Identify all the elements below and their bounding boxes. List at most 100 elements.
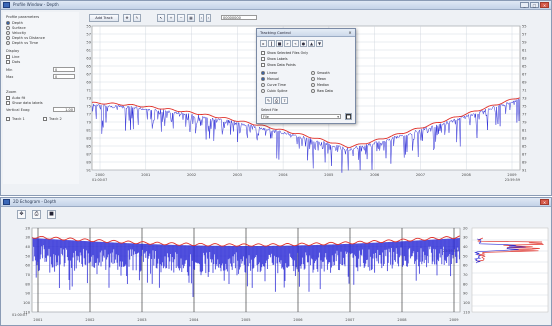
y-tick-label-right: 50 <box>463 254 468 258</box>
pencil-icon[interactable]: ✎ <box>133 14 141 22</box>
radio-cubic-spline[interactable]: Cubic Spline <box>261 89 287 93</box>
step-back-icon[interactable]: ‹ <box>199 14 204 22</box>
file-dropdown[interactable]: File ▾ <box>261 114 341 119</box>
echogram-close-button[interactable]: × <box>540 199 549 205</box>
zoom-out-icon[interactable]: − <box>177 14 185 22</box>
maximize-button[interactable]: □ <box>530 2 539 8</box>
down-icon[interactable]: ▼ <box>316 40 323 47</box>
dialog-icon-toolbar: ▸ ‖ ■ » « ● ▲ ▼ <box>260 40 323 47</box>
x-tick-label: 2005 <box>241 318 250 322</box>
record-icon[interactable]: ● <box>300 40 307 47</box>
x-tick-label: 2000 <box>95 173 105 177</box>
play-icon[interactable]: ▸ <box>260 40 267 47</box>
radio-median[interactable]: Median <box>311 83 329 87</box>
echogram-title-bar[interactable]: 2D Echogram - Depth × <box>1 198 551 207</box>
y-tick-label: 57 <box>86 32 91 36</box>
title-bar[interactable]: Profile Window - Depth _ □ × <box>1 1 551 10</box>
radio-linear[interactable]: Linear <box>261 71 277 75</box>
close-button[interactable]: × <box>540 2 549 8</box>
radio-raw-data[interactable]: Raw Data <box>311 89 333 93</box>
y-tick-label-right: 40 <box>463 245 468 249</box>
y-tick-label-right: 87 <box>522 152 527 156</box>
grid-icon[interactable]: ▦ <box>187 14 195 22</box>
y-tick-label-right: 57 <box>522 32 527 36</box>
y-tick-label-right: 60 <box>463 264 468 268</box>
y-tick-label-right: 55 <box>522 24 527 28</box>
radio-icon <box>261 71 265 75</box>
forward-icon[interactable]: » <box>284 40 291 47</box>
y-tick-label: 75 <box>86 104 91 108</box>
y-tick-label: 70 <box>25 273 30 277</box>
echogram-chart[interactable]: 20 20 30 30 40 40 50 50 60 60 70 70 80 80 90 90 100 100 11… <box>2 222 550 324</box>
show-points-option[interactable]: Show Data Points <box>261 63 296 67</box>
print-icon[interactable]: ⎙ <box>273 97 280 104</box>
x-tick-label: 2005 <box>324 173 333 177</box>
show-labels-option[interactable]: Show Labels <box>261 57 288 61</box>
vertical-exag-label: Vertical Exag <box>6 108 30 112</box>
vertical-exag-field[interactable]: 1.00 <box>53 107 75 112</box>
option-surface[interactable]: Surface <box>6 26 26 30</box>
option-depth[interactable]: Depth <box>6 21 23 25</box>
cursor-icon[interactable]: ↖ <box>157 14 165 22</box>
x-tick-label: 2003 <box>137 318 146 322</box>
y-tick-label-right: 20 <box>463 226 468 230</box>
max-label: Max <box>6 75 14 79</box>
export-icon[interactable]: ⇪ <box>281 97 288 104</box>
max-field[interactable]: 0 <box>53 74 75 79</box>
zoom-field[interactable]: 00000000 <box>221 15 257 20</box>
y-tick-label: 59 <box>86 40 91 44</box>
y-tick-label: 40 <box>25 245 30 249</box>
add-track-button[interactable]: Add Track <box>89 14 119 22</box>
up-icon[interactable]: ▲ <box>308 40 315 47</box>
radio-smooth[interactable]: Smooth <box>311 71 330 75</box>
x-tick-label: 2003 <box>233 173 242 177</box>
back-icon[interactable]: « <box>292 40 299 47</box>
app-icon <box>3 199 10 205</box>
checkbox-icon <box>261 57 265 61</box>
y-tick-label-right: 91 <box>522 168 527 172</box>
y-tick-label: 81 <box>86 128 91 132</box>
apply-icon[interactable]: ■ <box>345 113 352 120</box>
stop-icon[interactable]: ■ <box>47 210 56 219</box>
y-tick-label-right: 70 <box>463 273 468 277</box>
depth-series-line <box>91 98 520 173</box>
profile-section-heading: Profile parameters <box>6 15 40 19</box>
step-forward-icon[interactable]: › <box>206 14 211 22</box>
radio-icon <box>311 83 315 87</box>
dialog-title-bar[interactable]: Tracking Control × <box>257 29 355 37</box>
stop-icon[interactable]: ■ <box>276 40 283 47</box>
x-start-label: 01:00:07 <box>92 178 107 182</box>
radio-manual[interactable]: Manual <box>261 77 279 81</box>
track2-option[interactable]: Track 2 <box>43 117 62 121</box>
auto-fit-option[interactable]: Auto fit <box>6 96 25 100</box>
x-end-label: 23:59:59 <box>505 178 520 182</box>
radio-icon <box>6 26 10 30</box>
pause-icon[interactable]: ‖ <box>268 40 275 47</box>
min-field[interactable]: 0 <box>53 67 75 72</box>
dialog-secondary-icons: ✎ ⎙ ⇪ <box>265 97 288 104</box>
minimize-button[interactable]: _ <box>520 2 529 8</box>
move-icon[interactable]: ✥ <box>17 210 26 219</box>
y-tick-label: 85 <box>86 144 91 148</box>
x-tick-label: 2008 <box>397 318 407 322</box>
radio-mean[interactable]: Mean <box>311 77 326 81</box>
radio-icon <box>6 41 10 45</box>
dialog-close-button[interactable]: × <box>348 30 352 35</box>
show-selected-option[interactable]: Show Selected Files Only <box>261 51 308 55</box>
radio-curve-time[interactable]: Curve Time <box>261 83 286 87</box>
x-tick-label: 2009 <box>507 173 517 177</box>
y-tick-label-right: 85 <box>522 144 527 148</box>
y-tick-label-right: 100 <box>463 301 471 305</box>
option-depth-time[interactable]: Depth vs Time <box>6 41 38 45</box>
pan-icon[interactable]: ✥ <box>123 14 131 22</box>
display-line-option[interactable]: Line <box>6 55 20 59</box>
show-labels-option[interactable]: Show data labels <box>6 101 43 105</box>
x-tick-label: 2001 <box>141 173 150 177</box>
option-velocity[interactable]: Velocity <box>6 31 26 35</box>
display-dots-option[interactable]: Dots <box>6 60 20 64</box>
option-depth-distance[interactable]: Depth vs Distance <box>6 36 45 40</box>
edit-icon[interactable]: ✎ <box>265 97 272 104</box>
save-icon[interactable]: ⎙ <box>32 210 41 219</box>
track1-option[interactable]: Track 1 <box>6 117 25 121</box>
zoom-in-icon[interactable]: + <box>167 14 175 22</box>
